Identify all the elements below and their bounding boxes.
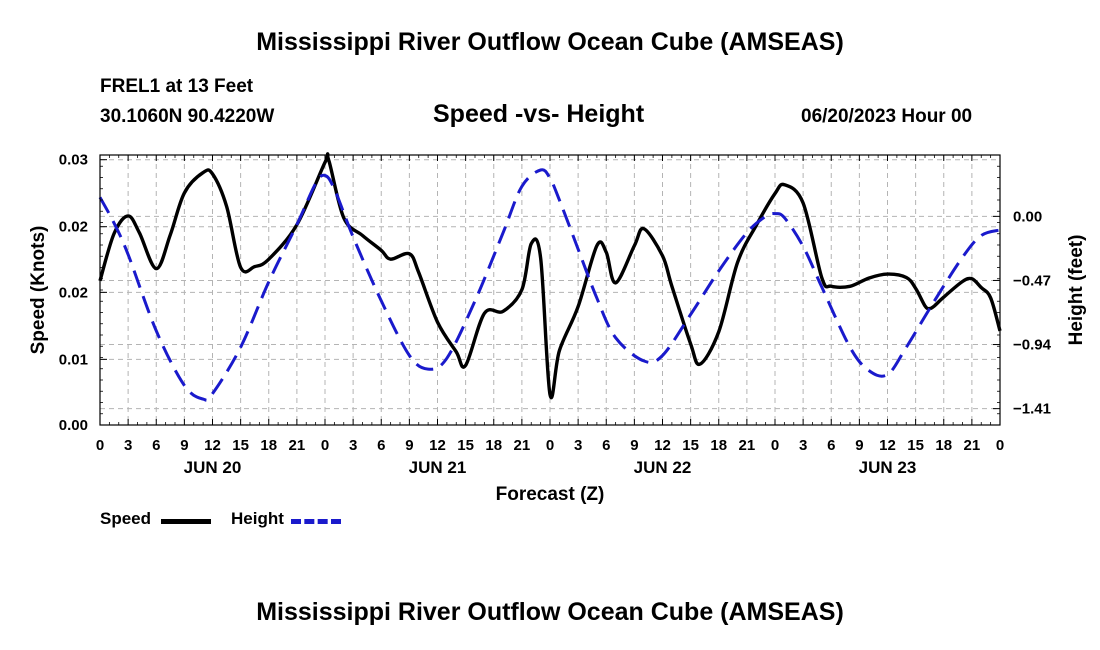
x-tick-label: 21 (964, 437, 981, 454)
x-tick-label: 12 (654, 437, 671, 454)
x-tick-label: 18 (260, 437, 277, 454)
x-tick-label: 21 (514, 437, 531, 454)
date-label: JUN 22 (634, 458, 692, 477)
x-axis-title: Forecast (Z) (496, 484, 605, 505)
x-tick-label: 3 (574, 437, 582, 454)
y-left-tick-label: 0.03 (59, 152, 88, 169)
forecast-datetime: 06/20/2023 Hour 00 (801, 106, 973, 127)
chart-title: Mississippi River Outflow Ocean Cube (AM… (256, 28, 844, 56)
y-right-tick-label: −0.47 (1013, 272, 1051, 289)
station-coordinates: 30.1060N 90.4220W (100, 106, 275, 127)
legend-height-label: Height (231, 509, 284, 528)
x-tick-label: 0 (771, 437, 779, 454)
x-tick-label: 3 (124, 437, 132, 454)
x-tick-label: 3 (349, 437, 357, 454)
x-tick-label: 18 (485, 437, 502, 454)
x-tick-label: 0 (996, 437, 1004, 454)
legend-height-swatch (291, 519, 341, 524)
footer-title: Mississippi River Outflow Ocean Cube (AM… (256, 598, 844, 626)
x-tick-label: 6 (152, 437, 160, 454)
y-left-tick-label: 0.02 (59, 284, 88, 301)
date-label: JUN 20 (184, 458, 242, 477)
x-tick-label: 0 (96, 437, 104, 454)
x-tick-label: 12 (429, 437, 446, 454)
chart-subtitle: Speed -vs- Height (433, 100, 645, 128)
height-series-line (98, 168, 1001, 402)
x-tick-label: 18 (935, 437, 952, 454)
x-tick-label: 15 (457, 437, 474, 454)
x-tick-label: 0 (321, 437, 329, 454)
x-tick-label: 18 (710, 437, 727, 454)
x-tick-label: 9 (855, 437, 863, 454)
legend-speed-label: Speed (100, 509, 152, 528)
x-tick-label: 21 (289, 437, 306, 454)
y-left-tick-label: 0.00 (59, 417, 88, 434)
x-tick-label: 0 (546, 437, 554, 454)
x-tick-label: 3 (799, 437, 807, 454)
y-right-tick-label: −1.41 (1013, 401, 1051, 418)
y-right-tick-label: 0.00 (1013, 208, 1042, 225)
station-label: FREL1 at 13 Feet (100, 76, 254, 97)
x-tick-label: 15 (232, 437, 249, 454)
x-tick-label: 6 (377, 437, 385, 454)
x-tick-label: 6 (602, 437, 610, 454)
speed-series-line (98, 152, 1002, 400)
x-tick-label: 21 (739, 437, 756, 454)
date-label: JUN 23 (859, 458, 917, 477)
y-left-axis-title: Speed (Knots) (28, 226, 49, 355)
legend-speed-swatch (161, 519, 211, 524)
x-tick-label: 6 (827, 437, 835, 454)
x-tick-label: 15 (682, 437, 699, 454)
y-left-tick-label: 0.01 (59, 351, 88, 368)
x-tick-label: 12 (204, 437, 221, 454)
x-tick-label: 15 (907, 437, 924, 454)
y-left-tick-label: 0.02 (59, 219, 88, 236)
x-tick-label: 12 (879, 437, 896, 454)
x-tick-label: 9 (405, 437, 413, 454)
x-tick-label: 9 (630, 437, 638, 454)
y-right-axis-title: Height (feet) (1066, 235, 1087, 346)
y-right-tick-label: −0.94 (1013, 337, 1052, 354)
date-label: JUN 21 (409, 458, 467, 477)
x-tick-label: 9 (180, 437, 188, 454)
